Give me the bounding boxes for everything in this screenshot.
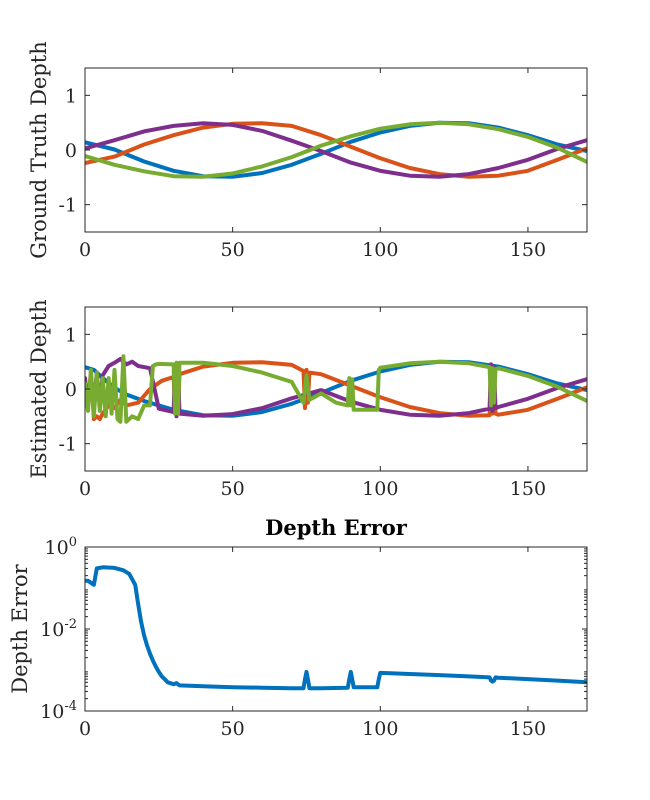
y-tick-label: 0 xyxy=(65,140,77,162)
subplot-depth-error: Depth Error Depth Error xyxy=(8,515,588,712)
x-tick-label: 0 xyxy=(79,239,91,261)
y-tick-label: 10-2 xyxy=(40,617,77,641)
x-tick-label: 0 xyxy=(79,718,91,740)
series-line-green xyxy=(85,354,587,424)
series-group-estimated xyxy=(85,354,587,424)
series-line-error xyxy=(85,565,587,691)
series-line-green xyxy=(85,120,587,179)
series-group-ground-truth xyxy=(85,120,587,179)
y-tick-label: 0 xyxy=(65,379,77,401)
x-tick-label: 50 xyxy=(221,239,245,261)
y-tick-label: 10-4 xyxy=(40,699,77,723)
x-tick-label: 150 xyxy=(510,239,546,261)
series-group-depth-error xyxy=(85,565,587,691)
y-tick-label: 1 xyxy=(65,324,77,346)
y-tick-label: 1 xyxy=(65,85,77,107)
x-tick-label: 100 xyxy=(362,239,398,261)
x-tick-label: 150 xyxy=(510,478,546,500)
series-line-purple xyxy=(85,121,587,179)
chart-title-depth-error: Depth Error xyxy=(265,515,408,540)
x-tick-label: 0 xyxy=(79,478,91,500)
x-tick-label: 50 xyxy=(221,478,245,500)
plot-area-ground-truth xyxy=(84,67,588,233)
y-tick-label: -1 xyxy=(58,195,77,217)
y-tick-label: -1 xyxy=(58,434,77,456)
x-tick-label: 50 xyxy=(221,718,245,740)
plot-area-estimated xyxy=(84,306,588,472)
x-tick-label: 150 xyxy=(510,718,546,740)
subplot-ground-truth: Ground Truth Depth xyxy=(27,41,588,259)
y-axis-label-estimated: Estimated Depth xyxy=(27,299,51,478)
x-tick-label: 100 xyxy=(362,718,398,740)
x-tick-label: 100 xyxy=(362,478,398,500)
y-tick-label: 100 xyxy=(45,535,77,559)
y-axis-label-depth-error: Depth Error xyxy=(8,563,32,693)
y-axis-label-ground-truth: Ground Truth Depth xyxy=(27,41,51,259)
